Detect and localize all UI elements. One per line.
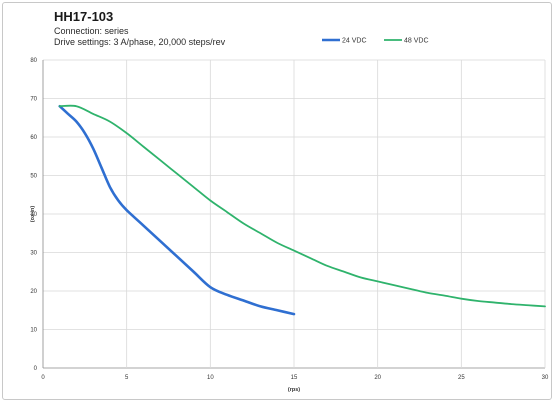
- y-tick-label-0: 0: [34, 366, 38, 372]
- x-tick-label-20: 20: [374, 375, 381, 381]
- y-tick-label-40: 40: [30, 212, 37, 218]
- x-tick-label-5: 5: [125, 375, 129, 381]
- legend-label-24-vdc: 24 VDC: [342, 38, 367, 45]
- chart-subtitle-drive-settings: Drive settings: 3 A/phase, 20,000 steps/…: [54, 37, 226, 47]
- y-axis-label: (oz-in): [30, 206, 36, 223]
- series-line-48-vdc: [58, 104, 546, 308]
- x-tick-label-15: 15: [291, 375, 298, 381]
- chart-subtitle-connection: Connection: series: [54, 26, 129, 36]
- series-line-24-vdc: [58, 104, 296, 316]
- x-tick-label-10: 10: [207, 375, 214, 381]
- x-tick-label-30: 30: [542, 375, 549, 381]
- y-tick-label-60: 60: [30, 135, 37, 141]
- y-tick-label-20: 20: [30, 289, 37, 295]
- chart-title: HH17-103: [54, 9, 114, 24]
- x-tick-label-0: 0: [41, 375, 45, 381]
- y-tick-label-80: 80: [30, 58, 37, 64]
- x-axis-label: (rps): [288, 387, 300, 393]
- x-tick-label-25: 25: [458, 375, 465, 381]
- y-tick-label-10: 10: [30, 328, 37, 334]
- y-tick-label-50: 50: [30, 174, 37, 180]
- legend-label-48-vdc: 48 VDC: [404, 38, 429, 45]
- y-tick-label-70: 70: [30, 97, 37, 103]
- chart-frame: [2, 2, 552, 400]
- y-tick-label-30: 30: [30, 251, 37, 257]
